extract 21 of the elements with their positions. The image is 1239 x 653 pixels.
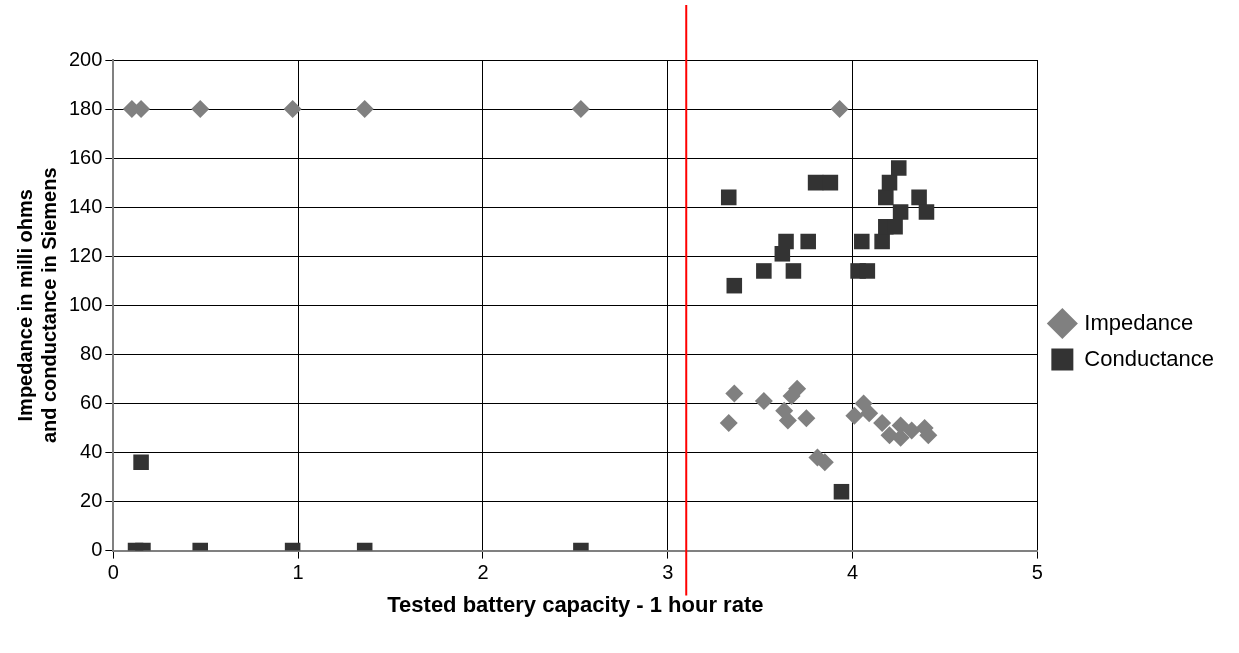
y-tick-label: 100	[68, 292, 103, 315]
y-tick-label: 60	[80, 390, 103, 413]
x-tick-label: 0	[107, 561, 119, 584]
y-tick-label: 20	[80, 489, 103, 512]
y-tick-label: 120	[68, 243, 103, 266]
x-tick-label: 1	[292, 561, 304, 584]
x-tick-label: 4	[846, 561, 859, 584]
x-tick-label: 5	[1031, 561, 1043, 584]
y-tick-label: 160	[68, 145, 103, 168]
y-tick-label: 180	[68, 96, 103, 119]
y-tick-label: 80	[80, 341, 103, 364]
y-tick-label: 40	[80, 440, 103, 462]
y-tick-label: 0	[91, 538, 103, 561]
x-tick-label: 3	[662, 561, 674, 584]
legend-label: Conductance	[1084, 345, 1215, 371]
y-tick-label: 140	[68, 194, 103, 217]
legend-label: Impedance	[1084, 309, 1194, 335]
y-axis-title: Impedance in milli ohms and conductance in Siemens	[13, 167, 60, 444]
x-tick-label: 2	[477, 561, 489, 584]
y-tick-label: 200	[68, 47, 103, 70]
x-axis-title: Tested battery capacity - 1 hour rate	[387, 591, 764, 617]
